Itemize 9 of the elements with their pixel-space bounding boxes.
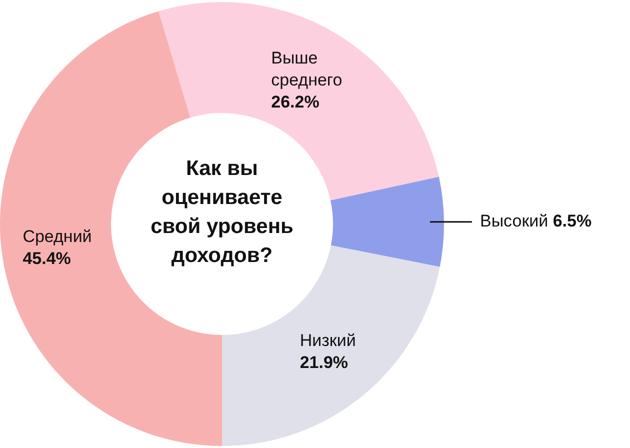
data-label: 45.4% (22, 248, 71, 268)
data-label: 26.2% (271, 92, 320, 112)
data-label: 6.5% (552, 212, 592, 231)
slice-label: Средний (22, 226, 92, 246)
slice-label: Выше среднего (271, 48, 342, 90)
slice-label: Низкий (300, 331, 356, 350)
data-label: 21.9% (300, 353, 348, 372)
slice-label: Высокий (480, 212, 553, 231)
text: Как вы оцениваете свой уровень доходов? (150, 156, 294, 269)
